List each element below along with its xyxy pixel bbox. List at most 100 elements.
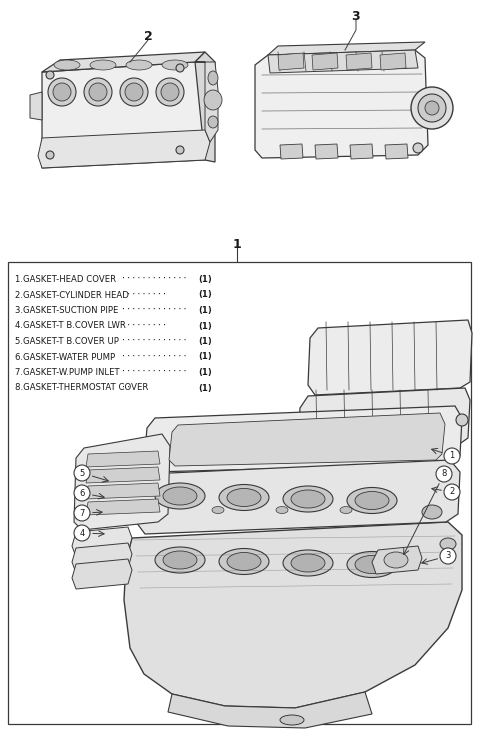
- Polygon shape: [195, 52, 215, 162]
- Text: (1): (1): [198, 383, 212, 393]
- Polygon shape: [86, 483, 160, 499]
- Ellipse shape: [212, 506, 224, 514]
- Ellipse shape: [120, 78, 148, 106]
- Polygon shape: [42, 52, 205, 72]
- Text: (1): (1): [198, 337, 212, 346]
- Polygon shape: [350, 144, 373, 159]
- Text: 4.GASKET-T B.COVER LWR: 4.GASKET-T B.COVER LWR: [15, 321, 126, 330]
- Polygon shape: [136, 460, 460, 534]
- Ellipse shape: [291, 554, 325, 572]
- Polygon shape: [42, 62, 205, 168]
- Ellipse shape: [418, 94, 446, 122]
- Ellipse shape: [204, 90, 222, 110]
- Ellipse shape: [384, 552, 408, 568]
- Ellipse shape: [347, 551, 397, 578]
- Polygon shape: [124, 522, 462, 708]
- Ellipse shape: [276, 506, 288, 514]
- Text: 1.GASKET-HEAD COVER: 1.GASKET-HEAD COVER: [15, 275, 116, 284]
- Text: (1): (1): [198, 368, 212, 377]
- Ellipse shape: [54, 60, 80, 70]
- Ellipse shape: [163, 487, 197, 505]
- Text: ·········: ·········: [121, 321, 167, 330]
- Polygon shape: [72, 559, 132, 589]
- Text: 8: 8: [441, 470, 447, 479]
- Ellipse shape: [155, 483, 205, 509]
- Text: ·············: ·············: [121, 275, 188, 284]
- Ellipse shape: [53, 83, 71, 101]
- Ellipse shape: [163, 551, 197, 569]
- Circle shape: [444, 484, 460, 500]
- Ellipse shape: [283, 550, 333, 576]
- Ellipse shape: [227, 553, 261, 570]
- Ellipse shape: [219, 548, 269, 575]
- Circle shape: [176, 64, 184, 72]
- Circle shape: [436, 466, 452, 482]
- Circle shape: [176, 146, 184, 154]
- Ellipse shape: [89, 83, 107, 101]
- Polygon shape: [308, 320, 472, 395]
- Polygon shape: [168, 692, 372, 728]
- Text: 2.GASKET-CYLINDER HEAD: 2.GASKET-CYLINDER HEAD: [15, 291, 129, 299]
- Ellipse shape: [347, 487, 397, 514]
- Ellipse shape: [219, 484, 269, 511]
- Circle shape: [74, 465, 90, 481]
- Text: 3: 3: [445, 551, 451, 561]
- Ellipse shape: [355, 492, 389, 509]
- Ellipse shape: [355, 556, 389, 573]
- Polygon shape: [312, 53, 338, 70]
- Text: (1): (1): [198, 352, 212, 362]
- Text: 6: 6: [79, 489, 84, 498]
- Ellipse shape: [422, 505, 442, 519]
- Text: ·············: ·············: [121, 352, 188, 362]
- Circle shape: [46, 71, 54, 79]
- Text: (1): (1): [198, 306, 212, 315]
- Polygon shape: [38, 130, 210, 168]
- Polygon shape: [346, 53, 372, 70]
- Circle shape: [413, 143, 423, 153]
- Circle shape: [74, 525, 90, 541]
- Circle shape: [440, 548, 456, 564]
- Text: 7.GASKET-W.PUMP INLET: 7.GASKET-W.PUMP INLET: [15, 368, 120, 377]
- Text: (1): (1): [198, 321, 212, 330]
- Text: ·············: ·············: [121, 306, 188, 315]
- Ellipse shape: [161, 83, 179, 101]
- Ellipse shape: [48, 78, 76, 106]
- Text: 5.GASKET-T B.COVER UP: 5.GASKET-T B.COVER UP: [15, 337, 119, 346]
- Text: 8.GASKET-THERMOSTAT COVER: 8.GASKET-THERMOSTAT COVER: [15, 383, 148, 393]
- Polygon shape: [30, 92, 42, 120]
- Circle shape: [456, 414, 468, 426]
- Ellipse shape: [208, 71, 218, 85]
- Polygon shape: [195, 62, 218, 142]
- Polygon shape: [86, 467, 160, 483]
- Ellipse shape: [425, 101, 439, 115]
- Text: (1): (1): [198, 275, 212, 284]
- Ellipse shape: [280, 715, 304, 725]
- Ellipse shape: [126, 60, 152, 70]
- Polygon shape: [268, 42, 425, 55]
- Polygon shape: [72, 543, 132, 573]
- Text: 1: 1: [233, 238, 241, 250]
- Text: 7: 7: [79, 509, 84, 517]
- Ellipse shape: [156, 78, 184, 106]
- Polygon shape: [280, 144, 303, 159]
- Circle shape: [74, 505, 90, 521]
- Ellipse shape: [208, 116, 218, 128]
- Text: 6.GASKET-WATER PUMP: 6.GASKET-WATER PUMP: [15, 352, 115, 362]
- Ellipse shape: [411, 87, 453, 129]
- Text: 1: 1: [449, 451, 455, 460]
- Ellipse shape: [440, 538, 456, 550]
- Polygon shape: [268, 50, 418, 73]
- Text: 3.GASKET-SUCTION PIPE: 3.GASKET-SUCTION PIPE: [15, 306, 119, 315]
- Ellipse shape: [162, 60, 188, 70]
- Ellipse shape: [155, 547, 205, 573]
- Polygon shape: [74, 434, 170, 530]
- Polygon shape: [380, 53, 406, 70]
- Ellipse shape: [291, 490, 325, 508]
- Polygon shape: [86, 499, 160, 515]
- Ellipse shape: [90, 60, 116, 70]
- Text: 3: 3: [352, 10, 360, 23]
- Polygon shape: [372, 546, 422, 574]
- Polygon shape: [315, 144, 338, 159]
- Circle shape: [46, 151, 54, 159]
- Polygon shape: [255, 50, 428, 158]
